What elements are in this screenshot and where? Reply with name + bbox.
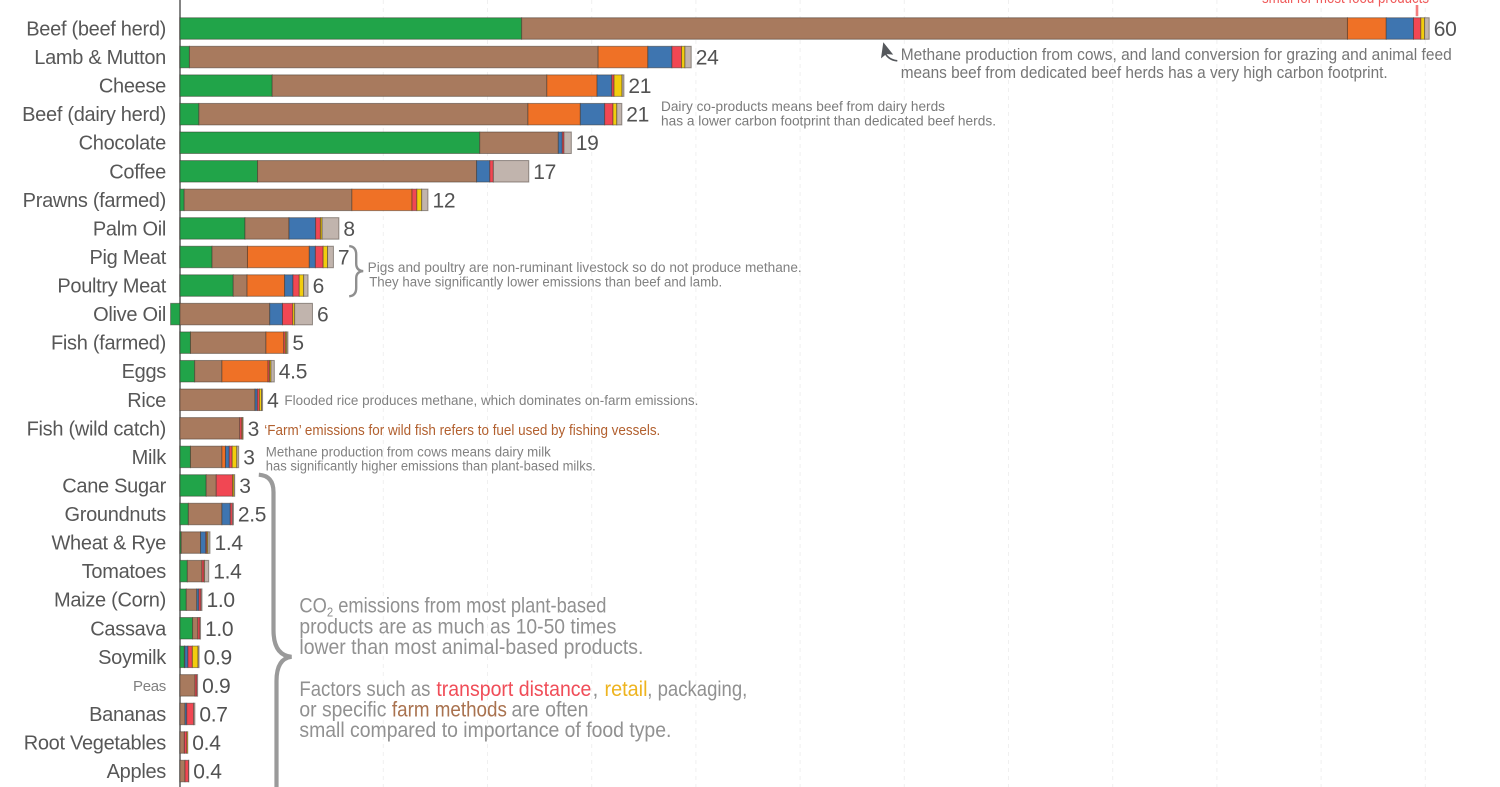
svg-text:0.9: 0.9 [202, 675, 230, 698]
svg-text:Flooded rice produces methane,: Flooded rice produces methane, which dom… [284, 393, 698, 408]
svg-text:6: 6 [313, 275, 324, 298]
svg-text:Bananas: Bananas [89, 704, 166, 726]
svg-text:21: 21 [626, 104, 649, 127]
svg-text:Cane Sugar: Cane Sugar [62, 476, 166, 498]
svg-text:are often: are often [512, 699, 589, 722]
svg-text:small compared to importance o: small compared to importance of food typ… [299, 719, 671, 742]
svg-text:Maize (Corn): Maize (Corn) [54, 590, 166, 612]
svg-text:or specific: or specific [299, 699, 386, 722]
svg-text:small for most food products: small for most food products [1262, 0, 1429, 7]
svg-text:Beef (dairy herd): Beef (dairy herd) [22, 104, 166, 126]
svg-text:Milk: Milk [132, 447, 168, 469]
svg-text:3: 3 [239, 475, 250, 498]
svg-text:retail: retail [605, 678, 648, 701]
svg-text:Apples: Apples [107, 761, 167, 783]
svg-text:21: 21 [628, 75, 651, 98]
svg-text:Cheese: Cheese [99, 76, 166, 98]
svg-text:They have significantly lower: They have significantly lower emissions … [369, 275, 722, 290]
svg-text:Peas: Peas [133, 678, 166, 695]
svg-text:4: 4 [267, 389, 279, 412]
svg-text:1.4: 1.4 [215, 532, 244, 555]
svg-text:1.0: 1.0 [205, 618, 233, 641]
svg-text:Wheat & Rye: Wheat & Rye [51, 533, 166, 555]
svg-text:4.5: 4.5 [279, 361, 307, 384]
svg-text:lower than most animal-based p: lower than most animal-based products. [299, 636, 643, 659]
svg-text:60: 60 [1434, 18, 1457, 41]
svg-text:Beef (beef herd): Beef (beef herd) [26, 19, 166, 41]
svg-text:Pig Meat: Pig Meat [89, 247, 166, 269]
svg-text:Pigs and poultry are non-rumin: Pigs and poultry are non-ruminant livest… [368, 260, 802, 275]
svg-text:Fish (farmed): Fish (farmed) [51, 333, 166, 355]
svg-text:Poultry Meat: Poultry Meat [57, 276, 166, 298]
svg-text:0.4: 0.4 [192, 732, 221, 755]
svg-text:3: 3 [248, 418, 259, 441]
svg-text:Cassava: Cassava [90, 618, 167, 640]
svg-text:7: 7 [338, 247, 349, 270]
svg-text:Eggs: Eggs [122, 361, 167, 383]
svg-text:Dairy co-products means beef f: Dairy co-products means beef from dairy … [661, 98, 945, 114]
svg-text:Methane production from cows,: Methane production from cows, and land c… [901, 45, 1452, 64]
svg-text:1.0: 1.0 [207, 589, 235, 612]
svg-text:products are as much as 10-50: products are as much as 10-50 times [299, 615, 616, 638]
svg-text:,: , [593, 678, 599, 701]
svg-text:24: 24 [696, 47, 719, 70]
svg-text:farm methods: farm methods [392, 699, 507, 722]
svg-text:Factors such as: Factors such as [299, 678, 430, 701]
svg-text:Palm Oil: Palm Oil [93, 218, 166, 240]
svg-text:means beef from dedicated beef: means beef from dedicated beef herds has… [901, 63, 1388, 82]
svg-text:Root Vegetables: Root Vegetables [24, 733, 167, 755]
svg-text:6: 6 [317, 304, 328, 327]
svg-text:Fish (wild catch): Fish (wild catch) [27, 418, 166, 440]
svg-text:17: 17 [533, 161, 556, 184]
svg-text:Tomatoes: Tomatoes [82, 561, 167, 583]
svg-text:Chocolate: Chocolate [79, 133, 167, 155]
svg-text:5: 5 [292, 332, 303, 355]
svg-text:Soymilk: Soymilk [98, 647, 167, 669]
svg-text:Rice: Rice [127, 390, 166, 412]
svg-text:Methane production from cows m: Methane production from cows means dairy… [266, 444, 551, 459]
svg-text:Olive Oil: Olive Oil [93, 304, 166, 326]
svg-text:has a lower carbon footprint t: has a lower carbon footprint than dedica… [661, 112, 996, 128]
svg-text:has significantly higher emiss: has significantly higher emissions than … [266, 458, 596, 473]
svg-text:2.5: 2.5 [238, 504, 266, 527]
svg-text:0.4: 0.4 [193, 761, 222, 784]
svg-text:Prawns (farmed): Prawns (farmed) [23, 190, 166, 212]
svg-text:3: 3 [243, 446, 254, 469]
svg-text:19: 19 [576, 132, 599, 155]
svg-text:Coffee: Coffee [109, 161, 166, 183]
svg-text:transport distance: transport distance [436, 678, 591, 701]
svg-text:Groundnuts: Groundnuts [64, 504, 166, 526]
svg-text:Lamb & Mutton: Lamb & Mutton [34, 47, 166, 69]
svg-text:, packaging,: , packaging, [647, 678, 747, 701]
svg-text:CO2 emissions from most plant-: CO2 emissions from most plant-based [299, 594, 606, 619]
svg-text:12: 12 [433, 189, 456, 212]
svg-text:0.7: 0.7 [199, 703, 227, 726]
svg-text:8: 8 [343, 218, 354, 241]
svg-text:0.9: 0.9 [204, 646, 232, 669]
svg-text:1.4: 1.4 [213, 561, 242, 584]
svg-text:‘Farm’ emissions for wild fish: ‘Farm’ emissions for wild fish refers to… [264, 423, 660, 439]
